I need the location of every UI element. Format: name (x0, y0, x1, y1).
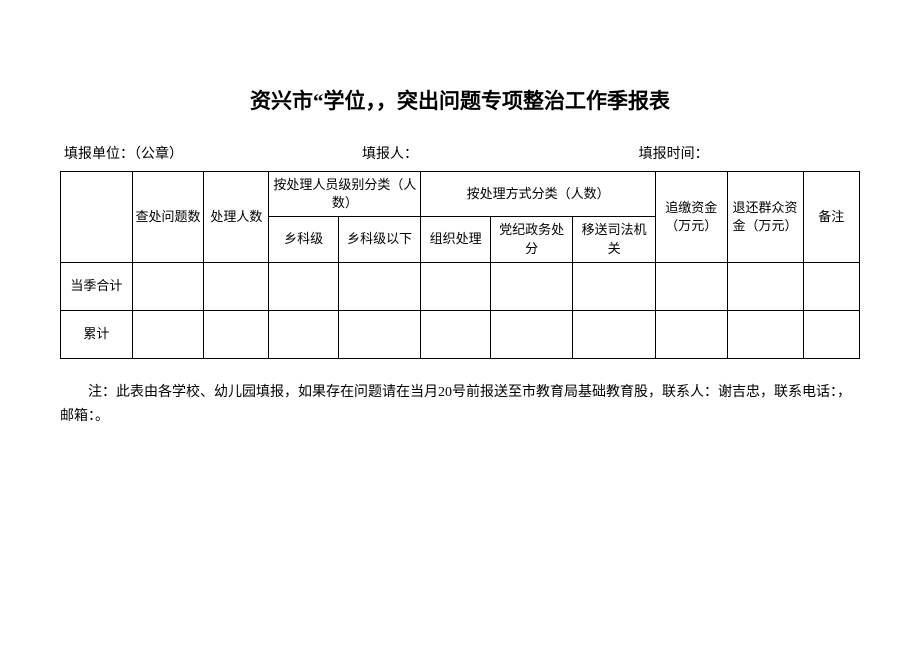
header-col7: 移送司法机关 (573, 217, 656, 262)
cell (727, 262, 803, 310)
unit-label: 填报单位：（公章） (64, 143, 281, 163)
header-col4: 乡科级以下 (338, 217, 421, 262)
cell (204, 310, 269, 358)
cell (421, 310, 490, 358)
footer-note: 注：此表由各学校、幼儿园填报，如果存在问题请在当月20号前报送至市教育局基础教育… (60, 381, 860, 429)
cell (573, 262, 656, 310)
cell (269, 262, 338, 310)
info-row: 填报单位：（公章） 填报人： 填报时间： (60, 143, 860, 163)
header-col8: 追缴资金（万元） (655, 172, 727, 263)
cell (655, 262, 727, 310)
time-label: 填报时间： (499, 143, 856, 163)
report-table: 查处问题数 处理人数 按处理人员级别分类（人数） 按处理方式分类（人数） 追缴资… (60, 171, 860, 359)
cell (803, 262, 859, 310)
cell (490, 262, 573, 310)
header-col5: 组织处理 (421, 217, 490, 262)
table-row: 累计 (61, 310, 860, 358)
cell (421, 262, 490, 310)
reporter-label: 填报人： (281, 143, 498, 163)
document-title: 资兴市“学位，，突出问题专项整治工作季报表 (60, 85, 860, 115)
cell (132, 310, 204, 358)
table-row: 当季合计 (61, 262, 860, 310)
cell (338, 310, 421, 358)
header-col2: 处理人数 (204, 172, 269, 263)
cell (132, 262, 204, 310)
cell (490, 310, 573, 358)
cell (338, 262, 421, 310)
cell (727, 310, 803, 358)
header-col6: 党纪政务处分 (490, 217, 573, 262)
cell (269, 310, 338, 358)
header-col3: 乡科级 (269, 217, 338, 262)
header-col9: 退还群众资金（万元） (727, 172, 803, 263)
cell (573, 310, 656, 358)
header-col10: 备注 (803, 172, 859, 263)
cell (803, 310, 859, 358)
header-group2: 按处理方式分类（人数） (421, 172, 656, 217)
row2-label: 累计 (61, 310, 133, 358)
row1-label: 当季合计 (61, 262, 133, 310)
cell (204, 262, 269, 310)
header-group1: 按处理人员级别分类（人数） (269, 172, 421, 217)
header-blank (61, 172, 133, 263)
header-col1: 查处问题数 (132, 172, 204, 263)
cell (655, 310, 727, 358)
